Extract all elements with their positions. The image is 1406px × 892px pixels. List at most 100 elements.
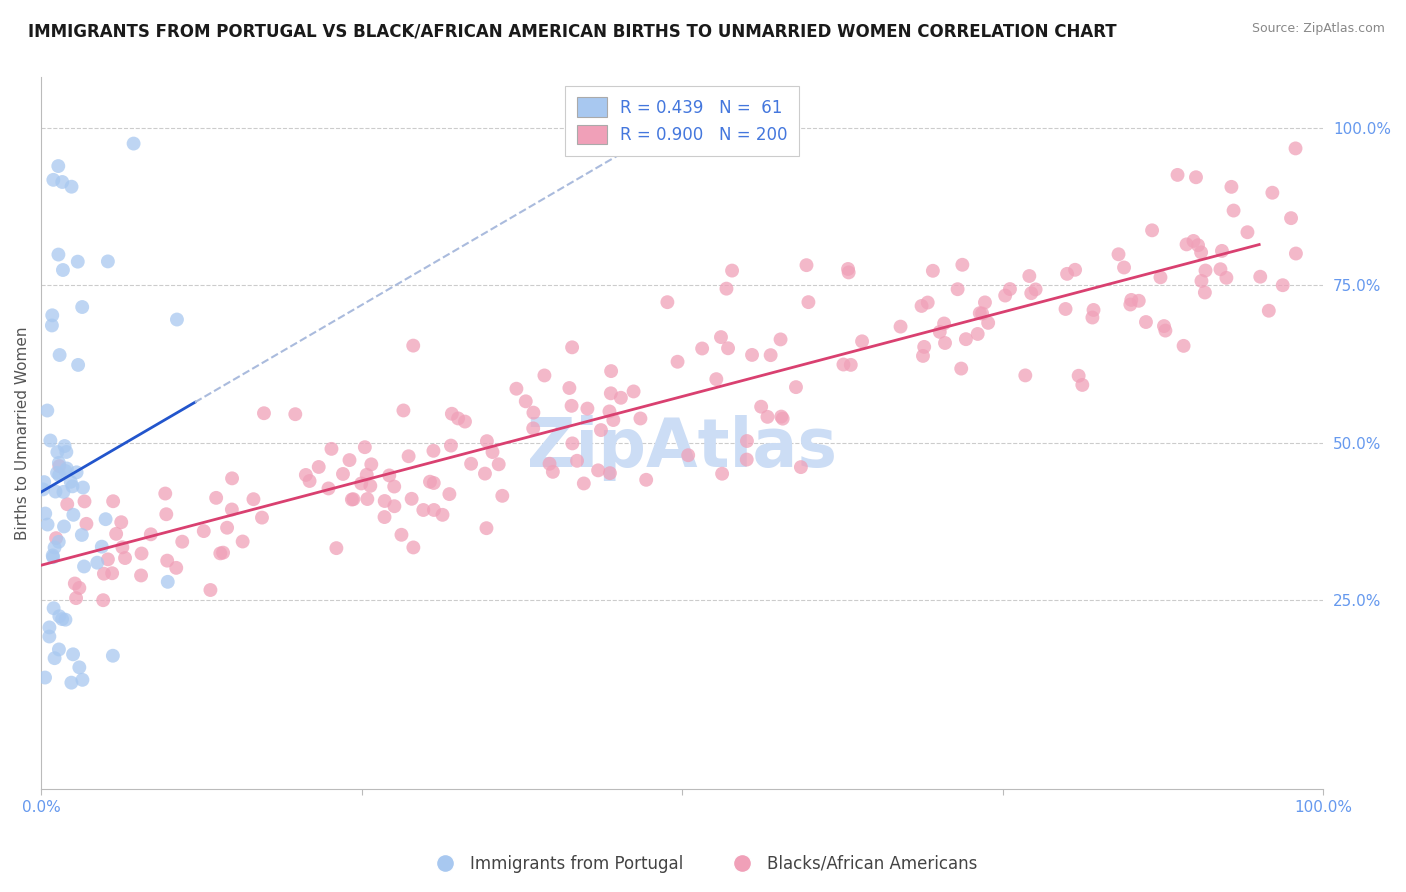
Point bbox=[62, 508, 84, 522]
Point bbox=[62, 648, 84, 662]
Point bbox=[65, 591, 87, 606]
Point bbox=[1249, 269, 1271, 284]
Point bbox=[32, 483, 55, 497]
Point bbox=[48, 642, 70, 657]
Point bbox=[749, 400, 772, 414]
Point bbox=[373, 510, 395, 524]
Point bbox=[59, 475, 82, 489]
Legend: Immigrants from Portugal, Blacks/African Americans: Immigrants from Portugal, Blacks/African… bbox=[422, 848, 984, 880]
Point bbox=[1140, 223, 1163, 237]
Point bbox=[38, 620, 60, 634]
Point bbox=[356, 467, 378, 482]
Point bbox=[790, 460, 813, 475]
Point bbox=[561, 399, 583, 413]
Point bbox=[67, 358, 90, 372]
Point bbox=[155, 486, 177, 500]
Point bbox=[966, 326, 988, 341]
Point bbox=[1153, 319, 1175, 334]
Point bbox=[1187, 238, 1209, 252]
Point bbox=[1121, 293, 1143, 307]
Point bbox=[586, 463, 609, 477]
Point bbox=[837, 262, 859, 277]
Point bbox=[284, 407, 307, 421]
Point bbox=[131, 547, 153, 561]
Point bbox=[52, 263, 75, 277]
Point bbox=[419, 475, 441, 489]
Point bbox=[772, 411, 794, 425]
Point bbox=[156, 574, 179, 589]
Point bbox=[382, 479, 405, 493]
Point bbox=[350, 476, 373, 491]
Point bbox=[717, 341, 740, 355]
Point bbox=[48, 456, 70, 470]
Point bbox=[522, 421, 544, 435]
Point bbox=[969, 306, 991, 320]
Point bbox=[447, 411, 470, 425]
Point bbox=[114, 551, 136, 566]
Point bbox=[374, 494, 396, 508]
Point bbox=[193, 524, 215, 538]
Point bbox=[1119, 297, 1142, 311]
Point bbox=[950, 361, 973, 376]
Point bbox=[60, 675, 83, 690]
Point bbox=[600, 364, 623, 378]
Point bbox=[72, 673, 94, 687]
Point bbox=[41, 318, 63, 333]
Point bbox=[62, 479, 84, 493]
Text: Source: ZipAtlas.com: Source: ZipAtlas.com bbox=[1251, 22, 1385, 36]
Point bbox=[912, 340, 935, 354]
Point bbox=[974, 295, 997, 310]
Point bbox=[735, 452, 758, 467]
Point bbox=[39, 434, 62, 448]
Point bbox=[308, 460, 330, 475]
Point bbox=[200, 582, 222, 597]
Point bbox=[1261, 186, 1284, 200]
Point bbox=[950, 258, 973, 272]
Point bbox=[48, 348, 70, 362]
Point bbox=[1019, 286, 1042, 301]
Point bbox=[332, 467, 354, 481]
Point bbox=[735, 434, 758, 448]
Point bbox=[589, 423, 612, 437]
Point bbox=[785, 380, 807, 394]
Point bbox=[1167, 168, 1189, 182]
Point bbox=[1081, 310, 1104, 325]
Point bbox=[51, 175, 73, 189]
Point bbox=[422, 443, 444, 458]
Point bbox=[756, 409, 779, 424]
Point bbox=[1191, 274, 1213, 288]
Point bbox=[75, 516, 97, 531]
Point bbox=[704, 372, 727, 386]
Point bbox=[599, 386, 621, 401]
Point bbox=[1194, 263, 1216, 277]
Point bbox=[998, 282, 1021, 296]
Point bbox=[910, 299, 932, 313]
Point bbox=[53, 519, 76, 533]
Point bbox=[576, 401, 599, 416]
Point bbox=[46, 445, 69, 459]
Point bbox=[90, 540, 112, 554]
Point bbox=[34, 507, 56, 521]
Point bbox=[1083, 302, 1105, 317]
Point bbox=[561, 436, 583, 450]
Point bbox=[1222, 203, 1244, 218]
Point bbox=[440, 439, 463, 453]
Point bbox=[561, 340, 583, 354]
Point bbox=[1135, 315, 1157, 329]
Point bbox=[37, 517, 59, 532]
Point bbox=[666, 355, 689, 369]
Text: IMMIGRANTS FROM PORTUGAL VS BLACK/AFRICAN AMERICAN BIRTHS TO UNMARRIED WOMEN COR: IMMIGRANTS FROM PORTUGAL VS BLACK/AFRICA… bbox=[28, 22, 1116, 40]
Point bbox=[1149, 270, 1171, 285]
Point bbox=[48, 534, 70, 549]
Point bbox=[48, 468, 70, 483]
Point bbox=[1209, 262, 1232, 277]
Point bbox=[1185, 170, 1208, 185]
Point bbox=[356, 491, 378, 506]
Point bbox=[97, 254, 120, 268]
Point bbox=[402, 541, 425, 555]
Point bbox=[73, 494, 96, 508]
Point bbox=[45, 531, 67, 545]
Point bbox=[522, 406, 544, 420]
Point bbox=[46, 159, 69, 173]
Point bbox=[63, 576, 86, 591]
